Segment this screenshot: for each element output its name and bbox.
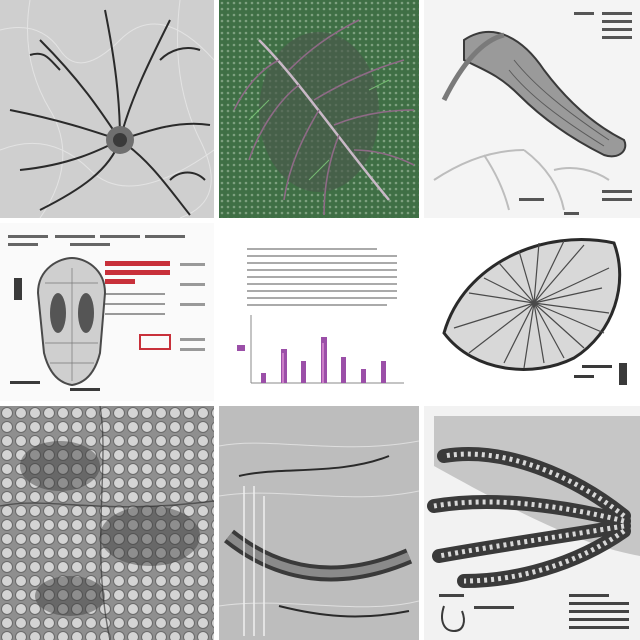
skull-document-illustration — [0, 223, 214, 401]
cellular-texture-illustration — [0, 406, 214, 640]
tentacled-specimen-illustration — [424, 406, 640, 640]
leaf-illustration — [219, 0, 419, 218]
text-chart-illustration — [219, 223, 419, 401]
oval-specimen-illustration — [424, 223, 640, 401]
radiating-network-illustration — [0, 0, 214, 218]
tile-leaf-on-green — [219, 0, 419, 218]
tile-skull-chart-document — [0, 223, 214, 401]
tile-curved-organ-diagram — [424, 0, 640, 218]
organ-diagram-illustration — [424, 0, 640, 218]
tile-oval-ribbed-specimen — [424, 223, 640, 401]
tile-text-and-bar-chart — [219, 223, 419, 401]
tile-tentacled-specimen — [424, 406, 640, 640]
tile-cellular-texture — [0, 406, 214, 640]
tile-ribbed-tissue — [219, 406, 419, 640]
ribbed-tissue-illustration — [219, 406, 419, 640]
tile-radiating-network — [0, 0, 214, 218]
